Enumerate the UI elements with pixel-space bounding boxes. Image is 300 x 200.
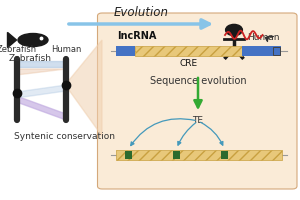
Text: CRE: CRE bbox=[179, 59, 197, 68]
Bar bbox=[116, 150, 282, 160]
Bar bbox=[220, 151, 228, 159]
Text: TE: TE bbox=[193, 116, 203, 125]
Ellipse shape bbox=[18, 33, 48, 46]
Text: lncRNA: lncRNA bbox=[117, 31, 156, 41]
Bar bbox=[172, 151, 180, 159]
Text: Sequence evolution: Sequence evolution bbox=[150, 75, 246, 86]
Bar bbox=[124, 151, 132, 159]
Bar bbox=[135, 46, 242, 56]
Polygon shape bbox=[16, 69, 66, 75]
Polygon shape bbox=[16, 61, 66, 67]
Polygon shape bbox=[68, 40, 102, 136]
Polygon shape bbox=[8, 32, 16, 48]
Text: Zebrafish: Zebrafish bbox=[8, 54, 52, 63]
Text: Syntenic conservation: Syntenic conservation bbox=[14, 132, 115, 141]
Text: Human: Human bbox=[248, 33, 280, 43]
Circle shape bbox=[226, 24, 242, 36]
Polygon shape bbox=[16, 96, 66, 120]
Polygon shape bbox=[16, 85, 66, 98]
FancyBboxPatch shape bbox=[98, 13, 297, 189]
Text: Zebrafish: Zebrafish bbox=[0, 45, 37, 54]
Bar bbox=[116, 46, 135, 56]
Bar bbox=[242, 46, 280, 56]
Text: Evolution: Evolution bbox=[113, 6, 169, 19]
Text: Human: Human bbox=[51, 45, 81, 54]
Bar bbox=[273, 47, 280, 55]
